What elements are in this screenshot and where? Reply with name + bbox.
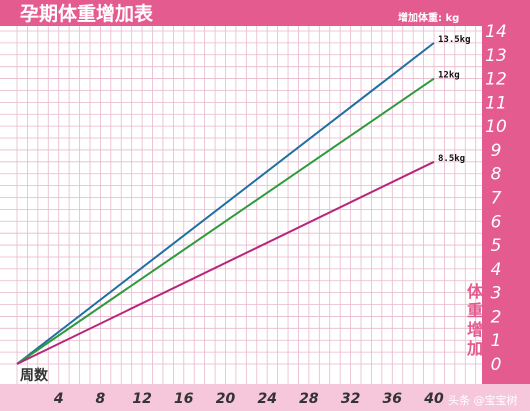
series-line — [16, 42, 435, 365]
x-tick-label: 24 — [257, 391, 276, 407]
y-tick-label: 7 — [491, 189, 502, 209]
series-label: 13.5kg — [438, 35, 471, 45]
x-tick-label: 36 — [383, 391, 403, 407]
y-axis-label-char: 加 — [466, 339, 483, 358]
x-tick-label: 4 — [53, 391, 64, 407]
y-tick-label: 1 — [491, 331, 502, 351]
x-tick-label: 28 — [299, 391, 319, 407]
series-line — [16, 77, 435, 365]
y-tick-label: 2 — [491, 307, 502, 327]
y-tick-label: 13 — [485, 46, 507, 66]
right-axis-bar — [482, 0, 530, 411]
y-axis-label-char: 体 — [467, 282, 484, 301]
y-axis-label: 体重增加 — [466, 282, 484, 358]
grid — [0, 26, 482, 384]
y-axis-label-char: 重 — [467, 301, 483, 320]
chart-title: 孕期体重增加表 — [20, 2, 154, 25]
x-tick-label: 32 — [341, 391, 360, 407]
y-tick-label: 9 — [491, 141, 502, 161]
series-labels: 13.5kg 12kg 8.5kg — [438, 35, 471, 164]
title-bar — [0, 0, 530, 26]
x-tick-label: 20 — [216, 391, 236, 407]
y-tick-label: 3 — [491, 284, 502, 304]
series-lines — [16, 42, 435, 365]
y-tick-label: 14 — [485, 22, 507, 42]
x-tick-label: 8 — [96, 391, 106, 407]
y-tick-label: 0 — [491, 355, 502, 375]
y-tick-label: 6 — [491, 212, 502, 232]
series-label: 8.5kg — [438, 154, 465, 164]
series-label: 12kg — [438, 71, 460, 81]
y-axis-label-char: 增 — [467, 320, 483, 339]
y-tick-label: 11 — [485, 93, 507, 113]
watermark: 头条 @宝宝树 — [448, 393, 518, 407]
series-line — [16, 160, 435, 365]
x-axis-label: 周数 — [20, 367, 49, 384]
x-tick-label: 16 — [174, 391, 194, 407]
y-tick-label: 12 — [485, 70, 507, 90]
x-tick-label: 40 — [423, 391, 444, 407]
x-tick-labels: 4 8 12 16 20 24 28 32 36 40 — [53, 391, 444, 407]
unit-label: 增加体重: kg — [398, 11, 459, 24]
y-tick-label: 5 — [491, 236, 502, 256]
y-tick-label: 10 — [485, 117, 507, 137]
x-tick-label: 12 — [132, 391, 151, 407]
y-tick-label: 8 — [491, 165, 502, 185]
bottom-axis-bar — [0, 384, 530, 411]
y-tick-label: 4 — [491, 260, 502, 280]
